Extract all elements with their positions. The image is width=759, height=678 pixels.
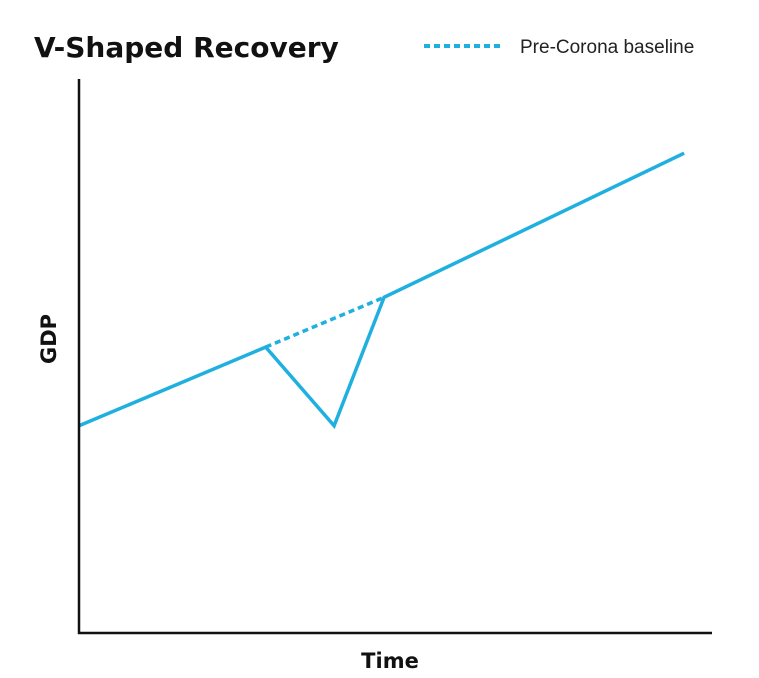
series-line-pre-corona-baseline [265,295,385,349]
x-axis-label: Time [361,649,419,673]
legend: Pre-Corona baseline [424,37,694,58]
y-axis-label: GDP [37,314,61,364]
plot-area [78,151,685,430]
legend-label-pre-corona-baseline: Pre-Corona baseline [520,37,694,58]
chart-title: V-Shaped Recovery [34,31,339,64]
series-line-gdp [78,151,685,430]
